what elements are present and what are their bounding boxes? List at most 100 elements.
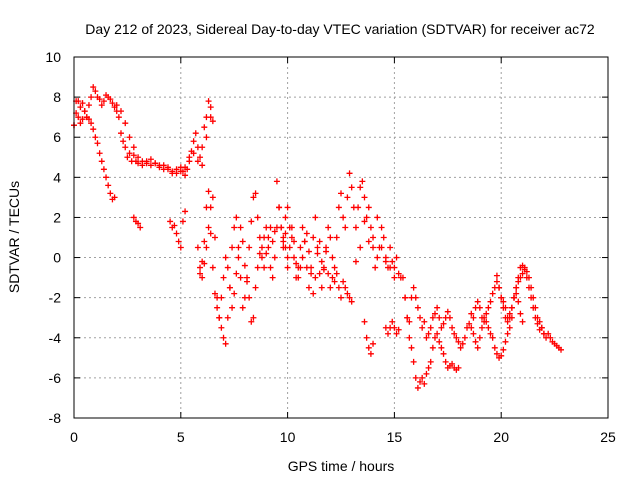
- y-axis-label: SDTVAR / TECUs: [6, 181, 22, 293]
- data-point: [384, 330, 391, 337]
- data-point: [203, 244, 210, 251]
- data-point: [528, 294, 535, 301]
- data-point: [182, 164, 189, 171]
- data-point: [314, 244, 321, 251]
- data-point: [201, 238, 208, 245]
- data-point: [363, 334, 370, 341]
- data-point: [190, 138, 197, 145]
- data-point: [276, 204, 283, 211]
- data-point: [199, 162, 206, 169]
- data-point: [308, 270, 315, 277]
- data-point: [478, 314, 485, 321]
- data-point: [197, 154, 204, 161]
- data-point: [299, 224, 306, 231]
- data-point: [156, 162, 163, 169]
- x-tick-label: 0: [70, 429, 78, 445]
- data-point: [491, 344, 498, 351]
- data-point: [250, 314, 257, 321]
- data-point: [365, 204, 372, 211]
- data-point: [333, 270, 340, 277]
- data-point: [203, 134, 210, 141]
- data-point: [280, 244, 287, 251]
- data-point: [190, 150, 197, 157]
- y-tick-label: -6: [49, 370, 62, 386]
- y-tick-label: 8: [53, 89, 61, 105]
- data-point: [483, 310, 490, 317]
- data-point: [135, 220, 142, 227]
- data-point: [164, 164, 171, 171]
- data-point: [316, 238, 323, 245]
- data-point: [476, 334, 483, 341]
- data-point: [271, 228, 278, 235]
- data-point: [205, 188, 212, 195]
- data-point: [299, 254, 306, 261]
- data-point: [98, 158, 105, 165]
- data-point: [207, 114, 214, 121]
- data-point: [468, 324, 475, 331]
- data-point: [513, 290, 520, 297]
- data-point: [231, 290, 238, 297]
- data-point: [431, 334, 438, 341]
- data-point: [523, 274, 530, 281]
- data-point: [380, 234, 387, 241]
- data-point: [412, 374, 419, 381]
- data-point: [425, 330, 432, 337]
- data-point: [233, 270, 240, 277]
- data-point: [246, 294, 253, 301]
- data-point: [182, 172, 189, 179]
- data-point: [359, 178, 366, 185]
- data-point: [325, 270, 332, 277]
- data-point: [130, 144, 137, 151]
- data-point: [291, 238, 298, 245]
- y-tick-labels: -8 -6 -4 -2 0 2 4 6 8 10: [45, 49, 61, 426]
- data-point: [244, 278, 251, 285]
- data-point: [314, 250, 321, 257]
- data-point: [434, 304, 441, 311]
- data-point: [421, 380, 428, 387]
- data-point: [519, 262, 526, 269]
- x-tick-label: 5: [177, 429, 185, 445]
- data-point: [470, 330, 477, 337]
- data-point: [288, 224, 295, 231]
- data-point: [229, 304, 236, 311]
- data-point: [239, 304, 246, 311]
- data-point: [126, 150, 133, 157]
- data-point: [173, 166, 180, 173]
- data-point: [199, 144, 206, 151]
- data-point: [248, 218, 255, 225]
- data-point: [258, 254, 265, 261]
- data-point: [346, 294, 353, 301]
- data-point: [327, 284, 334, 291]
- data-point: [207, 104, 214, 111]
- data-point: [423, 370, 430, 377]
- data-point: [282, 230, 289, 237]
- data-point: [269, 274, 276, 281]
- data-point: [485, 304, 492, 311]
- data-point: [318, 258, 325, 265]
- data-point: [493, 272, 500, 279]
- data-point: [92, 88, 99, 95]
- data-point: [361, 194, 368, 201]
- data-point: [335, 284, 342, 291]
- data-point: [498, 352, 505, 359]
- data-point: [357, 184, 364, 191]
- data-point: [211, 234, 218, 241]
- data-point: [361, 218, 368, 225]
- data-point: [179, 218, 186, 225]
- data-point: [209, 194, 216, 201]
- data-point: [387, 264, 394, 271]
- data-point: [288, 234, 295, 241]
- data-point: [152, 160, 159, 167]
- data-point: [124, 154, 131, 161]
- data-point: [117, 108, 124, 115]
- data-point: [246, 244, 253, 251]
- data-point: [218, 294, 225, 301]
- data-point: [472, 338, 479, 345]
- data-point: [167, 218, 174, 225]
- data-point: [284, 204, 291, 211]
- data-point: [370, 340, 377, 347]
- data-point: [169, 170, 176, 177]
- data-point: [254, 264, 261, 271]
- data-point: [229, 244, 236, 251]
- data-point: [224, 264, 231, 271]
